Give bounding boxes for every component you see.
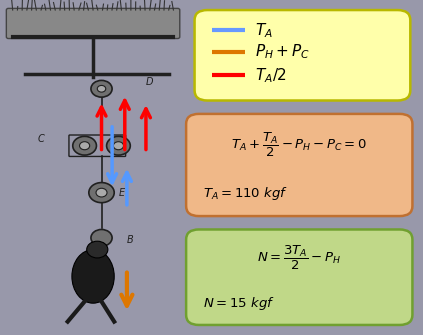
Circle shape — [91, 80, 112, 97]
Text: B: B — [127, 235, 134, 245]
Circle shape — [96, 188, 107, 197]
FancyBboxPatch shape — [186, 229, 412, 325]
Circle shape — [97, 85, 106, 92]
Text: $P_H + P_C$: $P_H + P_C$ — [255, 43, 310, 61]
Circle shape — [80, 142, 90, 150]
FancyBboxPatch shape — [195, 10, 410, 100]
Text: $N = \dfrac{3T_A}{2} - P_H$: $N = \dfrac{3T_A}{2} - P_H$ — [257, 244, 341, 272]
FancyBboxPatch shape — [186, 114, 412, 216]
Text: $T_A/2$: $T_A/2$ — [255, 66, 286, 85]
Circle shape — [91, 229, 112, 246]
Text: E: E — [118, 188, 124, 198]
Text: $T_A = 110\ kgf$: $T_A = 110\ kgf$ — [203, 185, 288, 202]
Text: $N = 15\ kgf$: $N = 15\ kgf$ — [203, 295, 275, 313]
Text: D: D — [146, 77, 154, 87]
Circle shape — [107, 136, 130, 155]
Circle shape — [87, 241, 108, 258]
Ellipse shape — [72, 250, 114, 303]
Text: C: C — [38, 134, 45, 144]
Circle shape — [113, 142, 124, 150]
Text: $T_A + \dfrac{T_A}{2} - P_H - P_C = 0$: $T_A + \dfrac{T_A}{2} - P_H - P_C = 0$ — [231, 130, 367, 159]
Circle shape — [89, 183, 114, 203]
Text: $T_A$: $T_A$ — [255, 21, 272, 40]
FancyBboxPatch shape — [6, 8, 180, 39]
Circle shape — [73, 136, 96, 155]
